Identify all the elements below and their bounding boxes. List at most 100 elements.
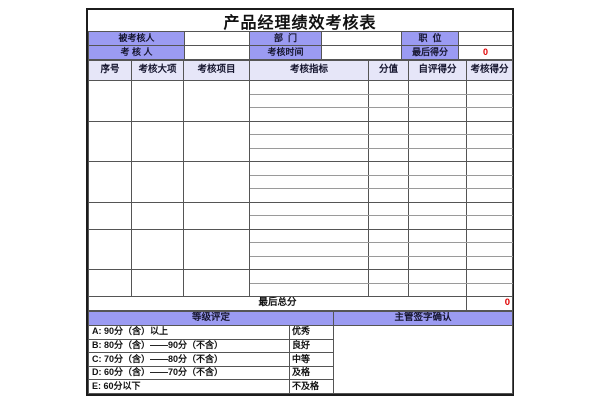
category-cell[interactable] [131,269,184,297]
indicator-cell[interactable] [249,188,369,203]
final-score-cell[interactable] [466,228,513,243]
points-cell[interactable] [368,242,409,257]
category-cell[interactable] [131,120,184,162]
final-score-cell[interactable] [466,80,513,95]
grade-a-rating: 优秀 [288,325,335,340]
indicator-cell[interactable] [249,255,369,270]
category-cell[interactable] [131,228,184,270]
indicator-cell[interactable] [249,215,369,230]
grade-b-label: B: 80分（含）——90分（不含） [88,338,290,354]
scoring-header-row: 序号 考核大项 考核项目 考核指标 分值 自评得分 考核得分 [88,60,513,81]
indicator-cell[interactable] [249,161,369,176]
project-cell[interactable] [183,120,250,162]
points-cell[interactable] [368,107,409,122]
index-cell[interactable] [88,228,132,270]
final-score-cell[interactable] [466,282,513,297]
index-cell[interactable] [88,161,132,203]
self-score-cell[interactable] [408,147,467,162]
final-score-cell[interactable] [466,255,513,270]
final-score-cell[interactable] [466,134,513,149]
points-cell[interactable] [368,174,409,189]
department-input-cell[interactable] [321,31,402,46]
indicator-cell[interactable] [249,107,369,122]
final-score-cell[interactable] [466,161,513,176]
self-score-cell[interactable] [408,269,467,284]
indicator-cell[interactable] [249,147,369,162]
indicator-cell[interactable] [249,80,369,95]
col-header-self-score: 自评得分 [408,60,467,81]
final-score-cell[interactable] [466,242,513,257]
points-cell[interactable] [368,215,409,230]
grading-header-row: 等级评定 主管签字确认 [87,311,514,326]
final-score-cell[interactable] [466,188,513,203]
indicator-cell[interactable] [249,134,369,149]
index-cell[interactable] [88,80,132,122]
final-score-cell[interactable] [466,174,513,189]
grade-e-rating: 不及格 [288,379,335,394]
project-cell[interactable] [183,80,250,122]
points-cell[interactable] [368,269,409,284]
self-score-cell[interactable] [408,161,467,176]
project-cell[interactable] [183,269,250,297]
self-score-cell[interactable] [408,228,467,243]
project-cell[interactable] [183,201,250,230]
points-cell[interactable] [368,134,409,149]
index-cell[interactable] [88,269,132,297]
points-cell[interactable] [368,80,409,95]
self-score-cell[interactable] [408,120,467,135]
indicator-cell[interactable] [249,93,369,108]
self-score-cell[interactable] [408,134,467,149]
self-score-cell[interactable] [408,215,467,230]
indicator-cell[interactable] [249,174,369,189]
points-cell[interactable] [368,282,409,297]
self-score-cell[interactable] [408,107,467,122]
self-score-cell[interactable] [408,255,467,270]
scoring-sub-row [88,201,513,230]
points-cell[interactable] [368,120,409,135]
category-cell[interactable] [131,201,184,230]
self-score-cell[interactable] [408,93,467,108]
position-input-cell[interactable] [458,31,513,46]
final-score-cell[interactable] [466,120,513,135]
indicator-cell[interactable] [249,228,369,243]
indicator-cell[interactable] [249,120,369,135]
evaluation-time-input-cell[interactable] [321,45,402,60]
project-cell[interactable] [183,228,250,270]
evaluator-input-cell[interactable] [184,45,250,60]
final-score-cell[interactable] [466,215,513,230]
indicator-cell[interactable] [249,282,369,297]
info-row-2: 考 核 人 考核时间 最后得分 0 [88,45,513,60]
final-score-cell[interactable] [466,269,513,284]
final-score-cell[interactable] [466,201,513,216]
index-cell[interactable] [88,120,132,162]
label-evaluator: 考 核 人 [88,45,185,60]
main-body [88,80,513,297]
category-cell[interactable] [131,80,184,122]
project-cell[interactable] [183,161,250,203]
final-score-cell[interactable] [466,147,513,162]
self-score-cell[interactable] [408,174,467,189]
final-score-cell[interactable] [466,107,513,122]
points-cell[interactable] [368,147,409,162]
final-score-cell[interactable] [466,93,513,108]
self-score-cell[interactable] [408,242,467,257]
self-score-cell[interactable] [408,188,467,203]
points-cell[interactable] [368,161,409,176]
points-cell[interactable] [368,255,409,270]
total-score-row: 最后总分 0 [88,296,513,311]
self-score-cell[interactable] [408,80,467,95]
points-cell[interactable] [368,228,409,243]
indicator-cell[interactable] [249,201,369,216]
indicator-cell[interactable] [249,269,369,284]
points-cell[interactable] [368,188,409,203]
points-cell[interactable] [368,201,409,216]
grade-row-e: E: 60分以下 不及格 [88,379,513,394]
supervisor-signature-cell[interactable] [333,325,514,394]
indicator-cell[interactable] [249,242,369,257]
self-score-cell[interactable] [408,201,467,216]
self-score-cell[interactable] [408,282,467,297]
index-cell[interactable] [88,201,132,230]
category-cell[interactable] [131,161,184,203]
points-cell[interactable] [368,93,409,108]
evaluatee-input-cell[interactable] [184,31,250,46]
